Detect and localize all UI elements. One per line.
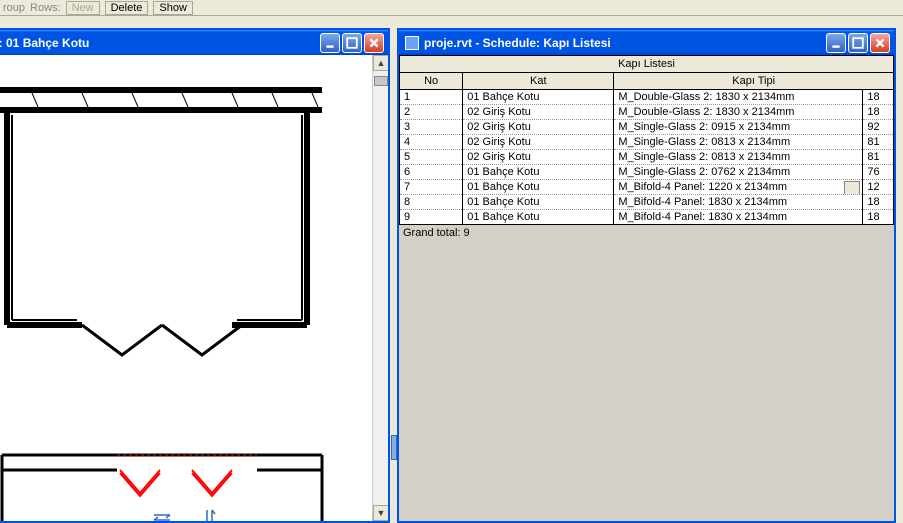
- cell-no[interactable]: 2: [400, 105, 463, 120]
- schedule-title: proje.rvt - Schedule: Kapı Listesi: [424, 36, 826, 50]
- table-row[interactable]: 402 Giriş KotuM_Single-Glass 2: 0813 x 2…: [400, 135, 894, 150]
- floorplan-canvas[interactable]: ▲ ▼: [0, 55, 388, 521]
- show-button[interactable]: Show: [153, 1, 193, 15]
- new-button[interactable]: New: [66, 1, 100, 15]
- cell-no[interactable]: 8: [400, 195, 463, 210]
- cell-extra[interactable]: 12: [863, 180, 894, 195]
- table-title: Kapı Listesi: [400, 56, 894, 73]
- scroll-thumb[interactable]: [374, 76, 388, 86]
- cell-tipi[interactable]: M_Double-Glass 2: 1830 x 2134mm: [614, 105, 863, 120]
- cell-kat[interactable]: 01 Bahçe Kotu: [463, 180, 614, 195]
- schedule-table[interactable]: Kapı Listesi No Kat Kapı Tipi 101 Bahçe …: [399, 55, 894, 225]
- cell-kat[interactable]: 02 Giriş Kotu: [463, 150, 614, 165]
- cell-tipi[interactable]: M_Double-Glass 2: 1830 x 2134mm: [614, 90, 863, 105]
- app-icon: [405, 36, 419, 50]
- table-row[interactable]: 502 Giriş KotuM_Single-Glass 2: 0813 x 2…: [400, 150, 894, 165]
- table-row[interactable]: 302 Giriş KotuM_Single-Glass 2: 0915 x 2…: [400, 120, 894, 135]
- cell-extra[interactable]: 18: [863, 105, 894, 120]
- delete-button[interactable]: Delete: [105, 1, 149, 15]
- vertical-scrollbar[interactable]: ▲ ▼: [372, 55, 388, 521]
- cell-kat[interactable]: 02 Giriş Kotu: [463, 135, 614, 150]
- cell-tipi[interactable]: M_Single-Glass 2: 0915 x 2134mm: [614, 120, 863, 135]
- cell-extra[interactable]: 92: [863, 120, 894, 135]
- cell-no[interactable]: 5: [400, 150, 463, 165]
- col-header-no[interactable]: No: [400, 73, 463, 90]
- schedule-titlebar[interactable]: proje.rvt - Schedule: Kapı Listesi: [399, 30, 894, 55]
- table-row[interactable]: 601 Bahçe KotuM_Single-Glass 2: 0762 x 2…: [400, 165, 894, 180]
- col-header-kat[interactable]: Kat: [463, 73, 614, 90]
- table-header-row: No Kat Kapı Tipi: [400, 73, 894, 90]
- minimize-button[interactable]: [320, 33, 340, 53]
- cell-extra[interactable]: 81: [863, 135, 894, 150]
- minimize-button[interactable]: [826, 33, 846, 53]
- scroll-up-icon[interactable]: ▲: [373, 55, 388, 71]
- rows-label: Rows:: [30, 2, 61, 14]
- group-label: roup: [3, 2, 25, 14]
- schedule-window: proje.rvt - Schedule: Kapı Listesi Kapı …: [397, 28, 896, 523]
- cell-no[interactable]: 1: [400, 90, 463, 105]
- cell-kat[interactable]: 01 Bahçe Kotu: [463, 165, 614, 180]
- schedule-body: Kapı Listesi No Kat Kapı Tipi 101 Bahçe …: [399, 55, 894, 521]
- floorplan-titlebar[interactable]: or Plan: 01 Bahçe Kotu: [0, 30, 388, 55]
- cell-no[interactable]: 3: [400, 120, 463, 135]
- col-header-tipi[interactable]: Kapı Tipi: [614, 73, 894, 90]
- cell-extra[interactable]: 76: [863, 165, 894, 180]
- cell-no[interactable]: 6: [400, 165, 463, 180]
- floorplan-drawing: [0, 55, 376, 521]
- cell-kat[interactable]: 01 Bahçe Kotu: [463, 210, 614, 225]
- cell-extra[interactable]: 18: [863, 210, 894, 225]
- floorplan-window: or Plan: 01 Bahçe Kotu: [0, 28, 390, 523]
- maximize-button[interactable]: [342, 33, 362, 53]
- toolbar: roup Rows: New Delete Show: [0, 0, 903, 16]
- table-title-row: Kapı Listesi: [400, 56, 894, 73]
- maximize-button[interactable]: [848, 33, 868, 53]
- cell-tipi[interactable]: M_Single-Glass 2: 0762 x 2134mm: [614, 165, 863, 180]
- close-button[interactable]: [364, 33, 384, 53]
- cell-extra[interactable]: 18: [863, 195, 894, 210]
- cell-no[interactable]: 4: [400, 135, 463, 150]
- table-row[interactable]: 101 Bahçe KotuM_Double-Glass 2: 1830 x 2…: [400, 90, 894, 105]
- cell-tipi[interactable]: M_Single-Glass 2: 0813 x 2134mm: [614, 150, 863, 165]
- cell-tipi[interactable]: M_Bifold-4 Panel: 1220 x 2134mm: [614, 180, 863, 195]
- cell-no[interactable]: 7: [400, 180, 463, 195]
- cell-kat[interactable]: 02 Giriş Kotu: [463, 105, 614, 120]
- table-row[interactable]: 901 Bahçe KotuM_Bifold-4 Panel: 1830 x 2…: [400, 210, 894, 225]
- cell-kat[interactable]: 01 Bahçe Kotu: [463, 195, 614, 210]
- cell-extra[interactable]: 18: [863, 90, 894, 105]
- cell-tipi[interactable]: M_Bifold-4 Panel: 1830 x 2134mm: [614, 195, 863, 210]
- grand-total: Grand total: 9: [399, 225, 894, 241]
- table-row[interactable]: 801 Bahçe KotuM_Bifold-4 Panel: 1830 x 2…: [400, 195, 894, 210]
- scroll-down-icon[interactable]: ▼: [373, 505, 388, 521]
- floorplan-title: or Plan: 01 Bahçe Kotu: [0, 36, 320, 50]
- cell-tipi[interactable]: M_Single-Glass 2: 0813 x 2134mm: [614, 135, 863, 150]
- cell-kat[interactable]: 02 Giriş Kotu: [463, 120, 614, 135]
- cell-kat[interactable]: 01 Bahçe Kotu: [463, 90, 614, 105]
- cell-no[interactable]: 9: [400, 210, 463, 225]
- table-row[interactable]: 701 Bahçe KotuM_Bifold-4 Panel: 1220 x 2…: [400, 180, 894, 195]
- table-row[interactable]: 202 Giriş KotuM_Double-Glass 2: 1830 x 2…: [400, 105, 894, 120]
- cell-extra[interactable]: 81: [863, 150, 894, 165]
- cell-tipi[interactable]: M_Bifold-4 Panel: 1830 x 2134mm: [614, 210, 863, 225]
- close-button[interactable]: [870, 33, 890, 53]
